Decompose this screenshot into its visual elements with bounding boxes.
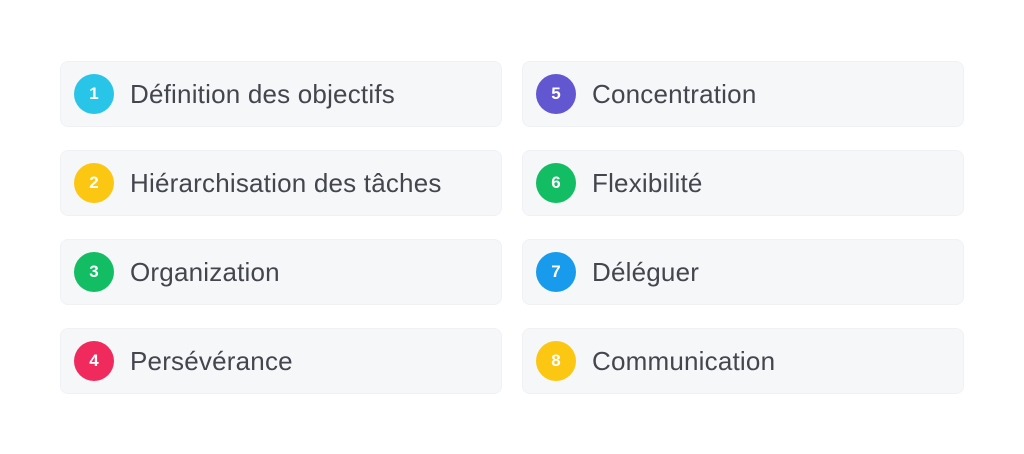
list-item: 5 Concentration: [522, 61, 964, 127]
number-badge: 2: [74, 163, 114, 203]
list-item: 3 Organization: [60, 239, 502, 305]
item-label: Flexibilité: [592, 167, 703, 198]
list-item: 7 Déléguer: [522, 239, 964, 305]
number-badge: 4: [74, 341, 114, 381]
list-item: 4 Persévérance: [60, 328, 502, 394]
number-badge: 7: [536, 252, 576, 292]
item-label: Déléguer: [592, 256, 700, 287]
item-label: Définition des objectifs: [130, 78, 395, 109]
item-label: Hiérarchisation des tâches: [130, 167, 442, 198]
number-badge: 8: [536, 341, 576, 381]
number-badge: 5: [536, 74, 576, 114]
skills-grid: 1 Définition des objectifs 2 Hiérarchisa…: [60, 61, 964, 394]
item-label: Organization: [130, 256, 280, 287]
list-item: 1 Définition des objectifs: [60, 61, 502, 127]
list-item: 8 Communication: [522, 328, 964, 394]
list-item: 6 Flexibilité: [522, 150, 964, 216]
item-label: Concentration: [592, 78, 757, 109]
item-label: Communication: [592, 345, 776, 376]
list-item: 2 Hiérarchisation des tâches: [60, 150, 502, 216]
number-badge: 3: [74, 252, 114, 292]
number-badge: 6: [536, 163, 576, 203]
item-label: Persévérance: [130, 345, 293, 376]
number-badge: 1: [74, 74, 114, 114]
